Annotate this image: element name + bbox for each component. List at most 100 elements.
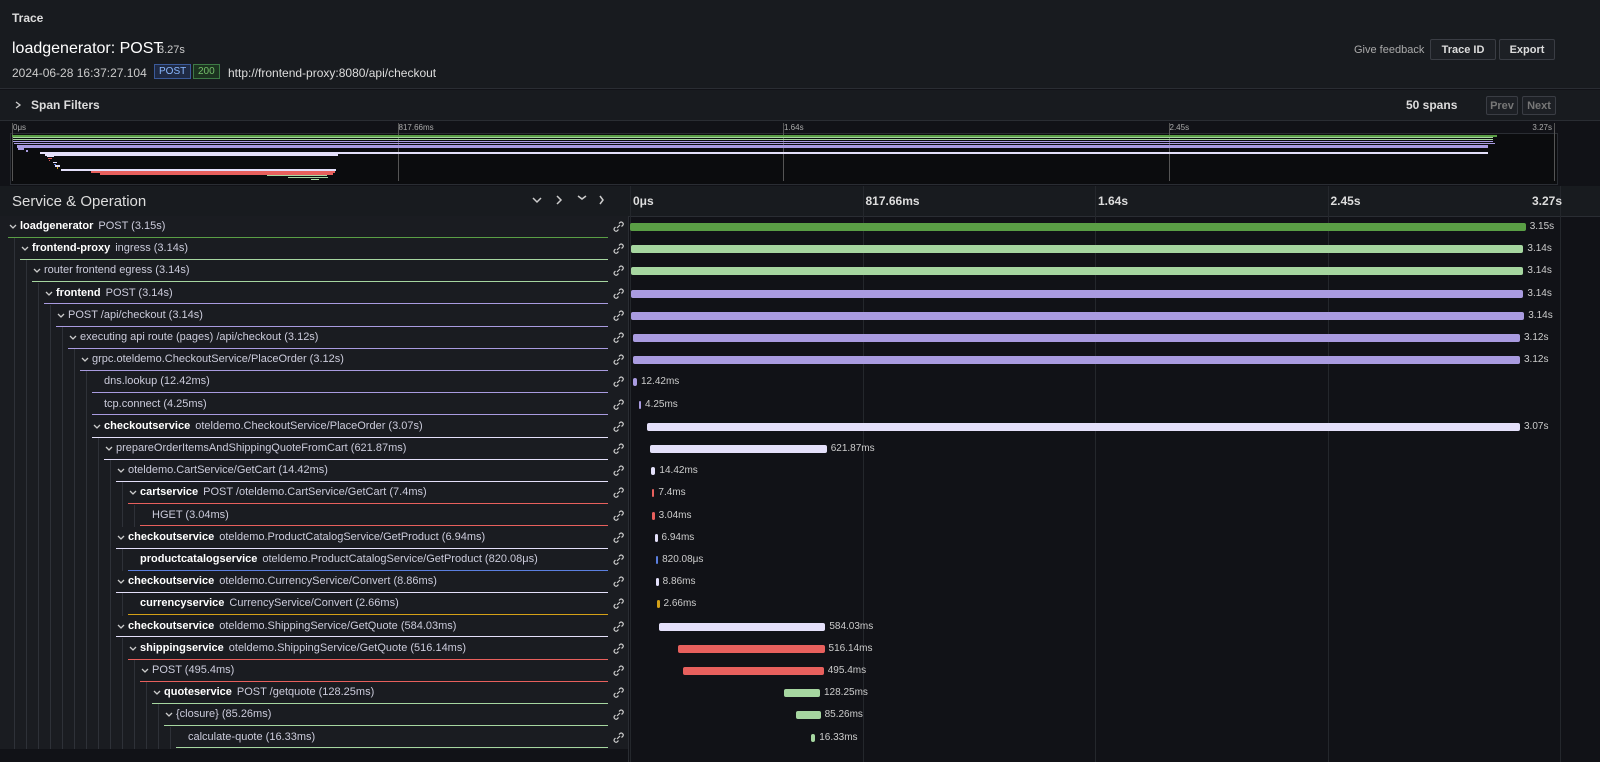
operation-name: calculate-quote (16.33ms)	[188, 730, 316, 743]
expand-toggle[interactable]	[45, 290, 53, 298]
span-link[interactable]	[613, 487, 624, 499]
row-underline	[32, 281, 608, 283]
span-label: checkoutservice oteldemo.CheckoutService/…	[104, 416, 423, 437]
span-link[interactable]	[613, 421, 624, 432]
expand-toggle[interactable]	[141, 667, 149, 675]
expand-toggle[interactable]	[117, 534, 125, 542]
expand-toggle[interactable]	[33, 267, 41, 275]
expand-toggle[interactable]	[117, 623, 125, 631]
span-link[interactable]	[613, 354, 624, 365]
span-link[interactable]	[613, 532, 624, 543]
span-link[interactable]	[613, 288, 624, 299]
minimap-tick-label: 0μs	[13, 123, 27, 132]
indent-guide	[98, 615, 99, 638]
indent-guide	[86, 482, 87, 505]
span-link[interactable]	[613, 243, 624, 254]
indent-guide	[38, 415, 39, 438]
span-label: quoteservice POST /getquote (128.25ms)	[164, 682, 374, 703]
span-link[interactable]	[613, 443, 624, 454]
expand-toggle[interactable]	[57, 312, 65, 320]
row-underline	[92, 414, 608, 416]
span-link[interactable]	[613, 221, 624, 232]
feedback-link[interactable]: Give feedback	[1354, 44, 1425, 56]
span-duration-label: 3.14s	[1527, 243, 1552, 255]
span-bar	[783, 689, 820, 698]
expand-toggle[interactable]	[117, 578, 125, 586]
expand-toggle[interactable]	[129, 645, 137, 653]
span-link[interactable]	[613, 709, 624, 721]
span-row	[0, 304, 628, 327]
span-link[interactable]	[613, 643, 624, 654]
span-link[interactable]	[613, 621, 624, 632]
export-button[interactable]: Export	[1499, 39, 1555, 60]
indent-guide	[98, 660, 99, 683]
minimap-tick-label: 3.27s	[1532, 123, 1552, 132]
span-row	[0, 637, 628, 660]
indent-guide	[14, 460, 15, 483]
row-underline	[128, 569, 608, 571]
expand-toggle[interactable]	[153, 689, 161, 697]
collapse-controls[interactable]	[528, 193, 618, 207]
time-tick-label: 1.64s	[1098, 194, 1129, 208]
indent-guide	[74, 393, 75, 416]
span-label: frontend-proxy ingress (3.14s)	[32, 238, 188, 259]
indent-guide	[86, 637, 87, 660]
indent-guide	[26, 571, 27, 594]
expand-toggle[interactable]	[81, 356, 89, 364]
span-link[interactable]	[613, 732, 624, 743]
expand-toggle[interactable]	[9, 223, 17, 231]
indent-guide	[26, 504, 27, 527]
indent-guide	[74, 615, 75, 638]
prev-button[interactable]: Prev	[1486, 96, 1518, 115]
span-duration-label: 3.14s	[1527, 287, 1552, 299]
indent-guide	[38, 637, 39, 660]
expand-toggle[interactable]	[93, 423, 101, 431]
expand-icon[interactable]	[13, 100, 23, 110]
span-link[interactable]	[613, 465, 624, 476]
span-link[interactable]	[613, 332, 624, 343]
expand-toggle[interactable]	[69, 334, 77, 342]
indent-guide	[26, 393, 27, 416]
span-link[interactable]	[613, 554, 624, 565]
indent-guide	[14, 704, 15, 727]
indent-guide	[50, 304, 51, 327]
indent-guide	[14, 415, 15, 438]
indent-guide	[146, 704, 147, 727]
row-underline	[8, 236, 608, 238]
indent-guide	[62, 438, 63, 461]
span-link[interactable]	[613, 376, 624, 388]
indent-guide	[14, 660, 15, 683]
row-underline	[140, 525, 608, 527]
expand-toggle[interactable]	[165, 711, 173, 719]
expand-toggle[interactable]	[129, 489, 137, 497]
indent-guide	[50, 549, 51, 572]
span-link[interactable]	[613, 665, 624, 676]
expand-toggle[interactable]	[105, 445, 113, 453]
span-link[interactable]	[613, 576, 624, 587]
indent-guide	[14, 571, 15, 594]
span-link[interactable]	[613, 510, 624, 521]
operation-name: HGET (3.04ms)	[152, 508, 229, 521]
indent-guide	[86, 704, 87, 727]
span-link[interactable]	[613, 598, 624, 610]
span-label: POST (495.4ms)	[152, 660, 234, 681]
filters-bar	[0, 90, 1600, 121]
indent-guide	[62, 726, 63, 749]
span-link[interactable]	[613, 310, 624, 321]
next-button[interactable]: Next	[1522, 96, 1556, 115]
trace-id-button[interactable]: Trace ID	[1430, 39, 1496, 60]
indent-guide	[62, 704, 63, 727]
indent-guide	[26, 438, 27, 461]
expand-toggle[interactable]	[21, 245, 29, 253]
span-link[interactable]	[613, 399, 624, 410]
indent-guide	[62, 549, 63, 572]
service-name: shippingservice	[140, 641, 224, 654]
span-link[interactable]	[613, 265, 624, 277]
span-link[interactable]	[613, 687, 624, 698]
expand-toggle[interactable]	[117, 467, 125, 475]
indent-guide	[14, 637, 15, 660]
span-bar	[632, 334, 1520, 342]
operation-name: POST /getquote (128.25ms)	[236, 686, 375, 699]
span-filters-label[interactable]: Span Filters	[31, 98, 100, 112]
